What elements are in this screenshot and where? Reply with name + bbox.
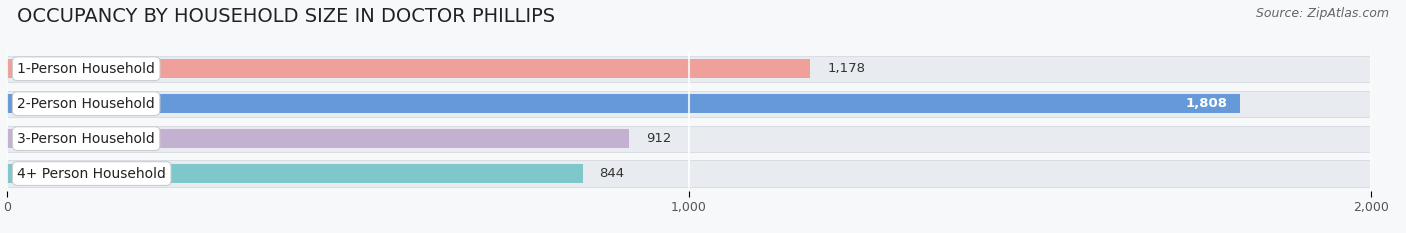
Bar bbox=[7, 59, 810, 78]
Bar bbox=[7, 129, 628, 148]
Text: 844: 844 bbox=[599, 167, 624, 180]
Bar bbox=[7, 161, 1371, 187]
Bar bbox=[7, 91, 1371, 117]
Text: 912: 912 bbox=[645, 132, 671, 145]
Text: 1,178: 1,178 bbox=[827, 62, 865, 75]
Bar bbox=[7, 164, 582, 183]
Bar bbox=[7, 94, 1240, 113]
Text: 4+ Person Household: 4+ Person Household bbox=[17, 167, 166, 181]
Bar bbox=[7, 56, 1371, 82]
Bar bbox=[7, 126, 1371, 152]
Text: Source: ZipAtlas.com: Source: ZipAtlas.com bbox=[1256, 7, 1389, 20]
Text: 3-Person Household: 3-Person Household bbox=[17, 132, 155, 146]
Text: OCCUPANCY BY HOUSEHOLD SIZE IN DOCTOR PHILLIPS: OCCUPANCY BY HOUSEHOLD SIZE IN DOCTOR PH… bbox=[17, 7, 555, 26]
Text: 1-Person Household: 1-Person Household bbox=[17, 62, 155, 76]
Text: 2-Person Household: 2-Person Household bbox=[17, 97, 155, 111]
Text: 1,808: 1,808 bbox=[1185, 97, 1227, 110]
